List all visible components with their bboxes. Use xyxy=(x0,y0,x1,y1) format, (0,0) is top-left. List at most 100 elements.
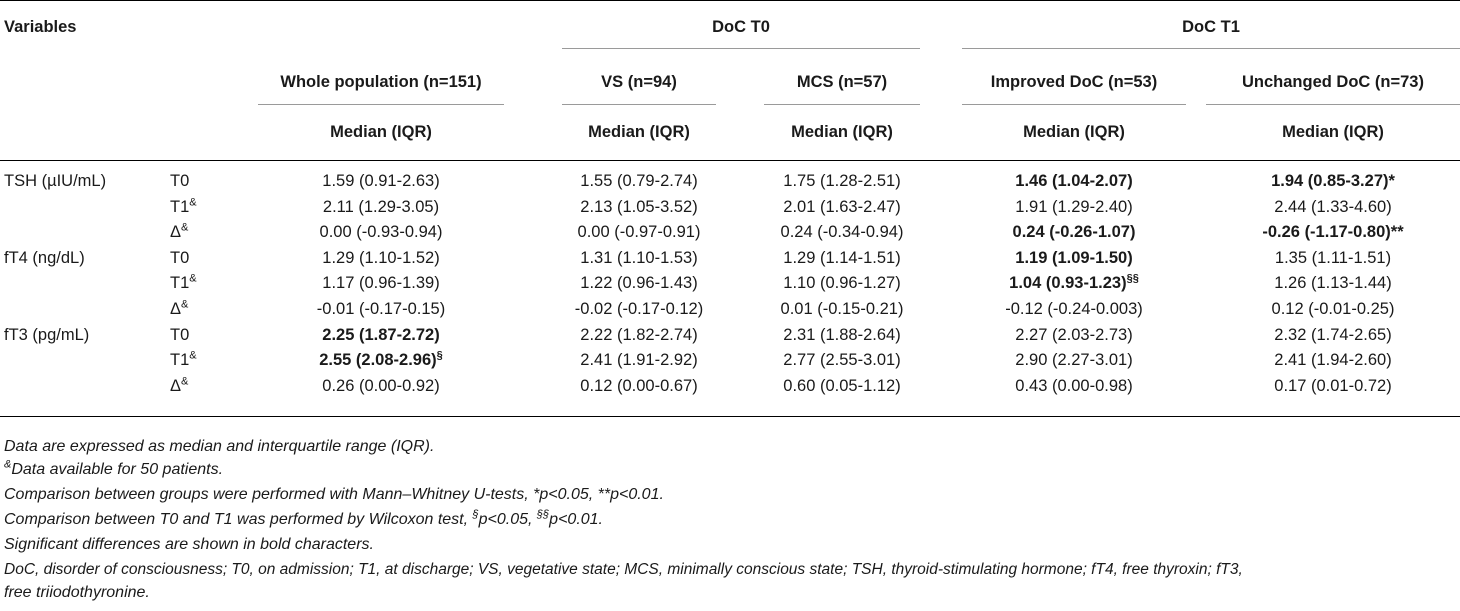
cell-vs: 0.12 (0.00-0.67) xyxy=(562,376,716,396)
cell-improved: -0.12 (-0.24-0.003) xyxy=(962,299,1186,319)
header-rule xyxy=(0,160,1460,161)
cell-improved: 1.04 (0.93-1.23)§§ xyxy=(962,273,1186,293)
cell-value: -0.02 (-0.17-0.12) xyxy=(574,300,704,318)
cell-value: 2.01 (1.63-2.47) xyxy=(783,198,901,216)
cell-value: 0.01 (-0.15-0.21) xyxy=(780,300,904,318)
cell-value: 0.12 (0.00-0.67) xyxy=(580,377,698,395)
cell-unchanged: 0.17 (0.01-0.72) xyxy=(1206,376,1460,396)
cell-vs: 1.22 (0.96-1.43) xyxy=(562,273,716,293)
cell-value: 1.35 (1.11-1.51) xyxy=(1274,249,1392,267)
cell-value: 2.77 (2.55-3.01) xyxy=(783,351,901,369)
cell-value: 2.90 (2.27-3.01) xyxy=(1015,351,1133,369)
stat-header-improved: Median (IQR) xyxy=(1023,123,1125,141)
cell-value: 0.43 (0.00-0.98) xyxy=(1015,377,1133,395)
cell-improved: 2.27 (2.03-2.73) xyxy=(962,325,1186,345)
cell-value: 0.24 (-0.34-0.94) xyxy=(780,223,904,241)
row-time: T0 xyxy=(170,171,189,191)
group-header-unchanged: Unchanged DoC (n=73) xyxy=(1242,73,1424,91)
row-time: T0 xyxy=(170,248,189,268)
cell-value: 1.04 (0.93-1.23) xyxy=(1009,274,1127,292)
footnote-between-groups: Comparison between groups were performed… xyxy=(4,486,664,503)
cell-unchanged: 2.44 (1.33-4.60) xyxy=(1206,197,1460,217)
cell-value: 2.25 (1.87-2.72) xyxy=(322,326,440,344)
cell-value: 1.94 (0.85-3.27)* xyxy=(1271,172,1395,190)
footnote-availability-mark: & xyxy=(4,458,12,471)
footnote-wilcoxon-mid: p<0.05, xyxy=(478,511,537,528)
cell-value: -0.01 (-0.17-0.15) xyxy=(316,300,446,318)
stat-header-vs: Median (IQR) xyxy=(588,123,690,141)
cell-whole: 2.55 (2.08-2.96)§ xyxy=(258,350,504,370)
cell-mcs: 2.01 (1.63-2.47) xyxy=(764,197,920,217)
cell-sup: § xyxy=(436,349,443,362)
row-time-label: Δ xyxy=(170,377,182,395)
row-time-sup: & xyxy=(181,375,189,388)
cell-unchanged: 1.35 (1.11-1.51) xyxy=(1206,248,1460,268)
stat-header-whole: Median (IQR) xyxy=(330,123,432,141)
cell-mcs: 2.31 (1.88-2.64) xyxy=(764,325,920,345)
cell-value: 0.24 (-0.26-1.07) xyxy=(1012,223,1136,241)
cell-value: 1.17 (0.96-1.39) xyxy=(322,274,440,292)
footnote-wilcoxon-sup2: §§ xyxy=(536,508,550,521)
group-header-mcs: MCS (n=57) xyxy=(796,73,888,91)
footnote-data-expression: Data are expressed as median and interqu… xyxy=(4,438,435,455)
cell-vs: 1.31 (1.10-1.53) xyxy=(562,248,716,268)
row-time: T1& xyxy=(170,273,197,293)
bottom-rule xyxy=(0,416,1460,417)
cell-vs: 0.00 (-0.97-0.91) xyxy=(562,222,716,242)
cell-value: 1.29 (1.14-1.51) xyxy=(783,249,901,267)
cell-improved: 1.91 (1.29-2.40) xyxy=(962,197,1186,217)
row-time: T1& xyxy=(170,197,197,217)
footnote-abbreviations-cont: free triiodothyronine. xyxy=(4,584,150,601)
cell-value: 1.19 (1.09-1.50) xyxy=(1015,249,1133,267)
cell-unchanged: 2.32 (1.74-2.65) xyxy=(1206,325,1460,345)
cell-value: 2.31 (1.88-2.64) xyxy=(783,326,901,344)
group-header-vs: VS (n=94) xyxy=(601,73,677,91)
row-time-label: Δ xyxy=(170,223,182,241)
row-time-sup: & xyxy=(181,298,189,311)
footnote-wilcoxon-sup1: § xyxy=(472,508,479,521)
doc-t0-header: DoC T0 xyxy=(712,18,770,36)
cell-unchanged: 1.26 (1.13-1.44) xyxy=(1206,273,1460,293)
cell-value: 1.46 (1.04-2.07) xyxy=(1015,172,1133,190)
whole-underline xyxy=(258,104,504,105)
row-time: Δ& xyxy=(170,222,188,242)
cell-mcs: 0.60 (0.05-1.12) xyxy=(764,376,920,396)
cell-vs: 2.13 (1.05-3.52) xyxy=(562,197,716,217)
row-time: Δ& xyxy=(170,376,188,396)
cell-vs: 2.22 (1.82-2.74) xyxy=(562,325,716,345)
footnote-wilcoxon-pre: Comparison between T0 and T1 was perform… xyxy=(4,511,473,528)
cell-improved: 1.46 (1.04-2.07) xyxy=(962,171,1186,191)
cell-value: 2.27 (2.03-2.73) xyxy=(1015,326,1133,344)
cell-value: 2.41 (1.94-2.60) xyxy=(1274,351,1392,369)
cell-value: 2.44 (1.33-4.60) xyxy=(1274,198,1392,216)
cell-value: 1.10 (0.96-1.27) xyxy=(783,274,901,292)
row-time-label: T1 xyxy=(170,198,190,216)
cell-improved: 1.19 (1.09-1.50) xyxy=(962,248,1186,268)
row-time-label: Δ xyxy=(170,300,182,318)
cell-mcs: 2.77 (2.55-3.01) xyxy=(764,350,920,370)
row-time-label: T1 xyxy=(170,274,190,292)
row-variable: fT3 (pg/mL) xyxy=(4,326,90,344)
row-variable: fT4 (ng/dL) xyxy=(4,249,85,267)
cell-value: 2.22 (1.82-2.74) xyxy=(580,326,698,344)
cell-value: 1.59 (0.91-2.63) xyxy=(322,172,440,190)
cell-value: 1.22 (0.96-1.43) xyxy=(580,274,698,292)
cell-value: 2.55 (2.08-2.96) xyxy=(319,351,437,369)
cell-value: 1.55 (0.79-2.74) xyxy=(580,172,698,190)
cell-unchanged: 2.41 (1.94-2.60) xyxy=(1206,350,1460,370)
cell-value: 0.00 (-0.93-0.94) xyxy=(319,223,443,241)
row-time-label: T0 xyxy=(170,172,190,190)
cell-whole: 2.11 (1.29-3.05) xyxy=(258,197,504,217)
group-header-improved: Improved DoC (n=53) xyxy=(990,73,1158,91)
cell-value: 1.29 (1.10-1.52) xyxy=(322,249,440,267)
stat-header-mcs: Median (IQR) xyxy=(791,123,893,141)
doc-t1-underline xyxy=(962,48,1460,49)
cell-improved: 0.24 (-0.26-1.07) xyxy=(962,222,1186,242)
footnote-bold: Significant differences are shown in bol… xyxy=(4,536,374,553)
cell-value: 0.12 (-0.01-0.25) xyxy=(1271,300,1395,318)
cell-mcs: 0.24 (-0.34-0.94) xyxy=(764,222,920,242)
cell-value: 1.91 (1.29-2.40) xyxy=(1015,198,1133,216)
cell-whole: 1.29 (1.10-1.52) xyxy=(258,248,504,268)
cell-improved: 0.43 (0.00-0.98) xyxy=(962,376,1186,396)
cell-unchanged: 1.94 (0.85-3.27)* xyxy=(1206,171,1460,191)
